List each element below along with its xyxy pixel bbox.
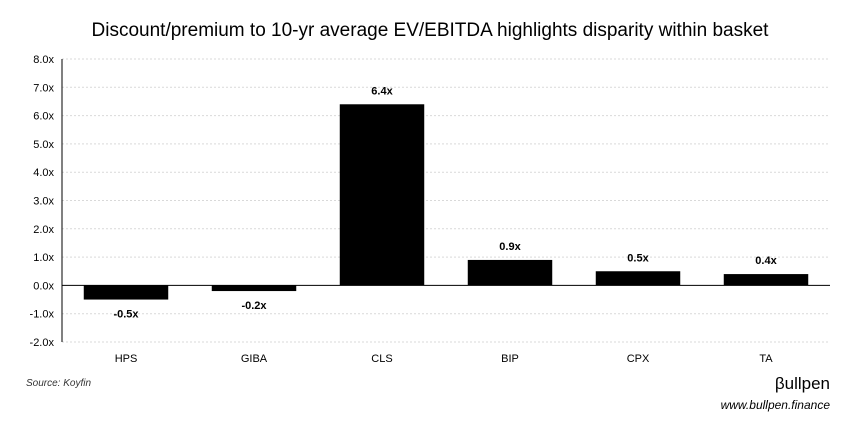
data-label: 6.4x — [371, 85, 393, 97]
x-tick-label: TA — [759, 353, 773, 365]
x-tick-label: CPX — [627, 353, 650, 365]
website-url: www.bullpen.finance — [721, 398, 831, 412]
bar-bip — [467, 259, 553, 286]
x-tick-label: GIBA — [241, 353, 268, 365]
bar-cls — [339, 104, 425, 286]
x-tick-label: CLS — [371, 353, 392, 365]
axes — [61, 59, 830, 342]
x-tick-label: HPS — [115, 353, 138, 365]
data-label: 0.9x — [499, 241, 521, 253]
x-axis-ticks: HPS GIBA CLS BIP CPX TA — [115, 353, 774, 365]
data-label: -0.5x — [113, 309, 139, 321]
y-tick-label: 2.0x — [33, 224, 54, 236]
y-tick-label: 4.0x — [33, 167, 54, 179]
y-axis-ticks: 8.0x 7.0x 6.0x 5.0x 4.0x 3.0x 2.0x 1.0x 0.0x -1.0… — [30, 54, 55, 349]
x-tick-label: BIP — [501, 353, 519, 365]
chart-title: Discount/premium to 10-yr average EV/EBI… — [92, 20, 770, 41]
y-tick-label: 8.0x — [33, 54, 54, 66]
data-labels: -0.5x -0.2x 6.4x 0.9x 0.5x 0.4x — [113, 85, 777, 320]
y-tick-label: 0.0x — [33, 280, 54, 292]
data-label: -0.2x — [241, 300, 267, 312]
y-tick-label: 1.0x — [33, 252, 54, 264]
bar-giba — [211, 285, 297, 292]
data-label: 0.5x — [627, 252, 649, 264]
brand-logo: βullpen — [775, 374, 830, 393]
y-tick-label: -1.0x — [30, 309, 55, 321]
y-tick-label: 7.0x — [33, 82, 54, 94]
bar-ta — [723, 274, 809, 286]
y-tick-label: -2.0x — [30, 337, 55, 349]
bar-hps — [83, 285, 169, 300]
y-tick-label: 6.0x — [33, 111, 54, 123]
data-label: 0.4x — [755, 255, 777, 267]
gridlines — [62, 58, 830, 343]
bars — [83, 104, 809, 300]
y-tick-label: 5.0x — [33, 139, 54, 151]
source-note: Source: Koyfin — [26, 378, 91, 389]
bar-cpx — [595, 271, 681, 286]
y-tick-label: 3.0x — [33, 196, 54, 208]
